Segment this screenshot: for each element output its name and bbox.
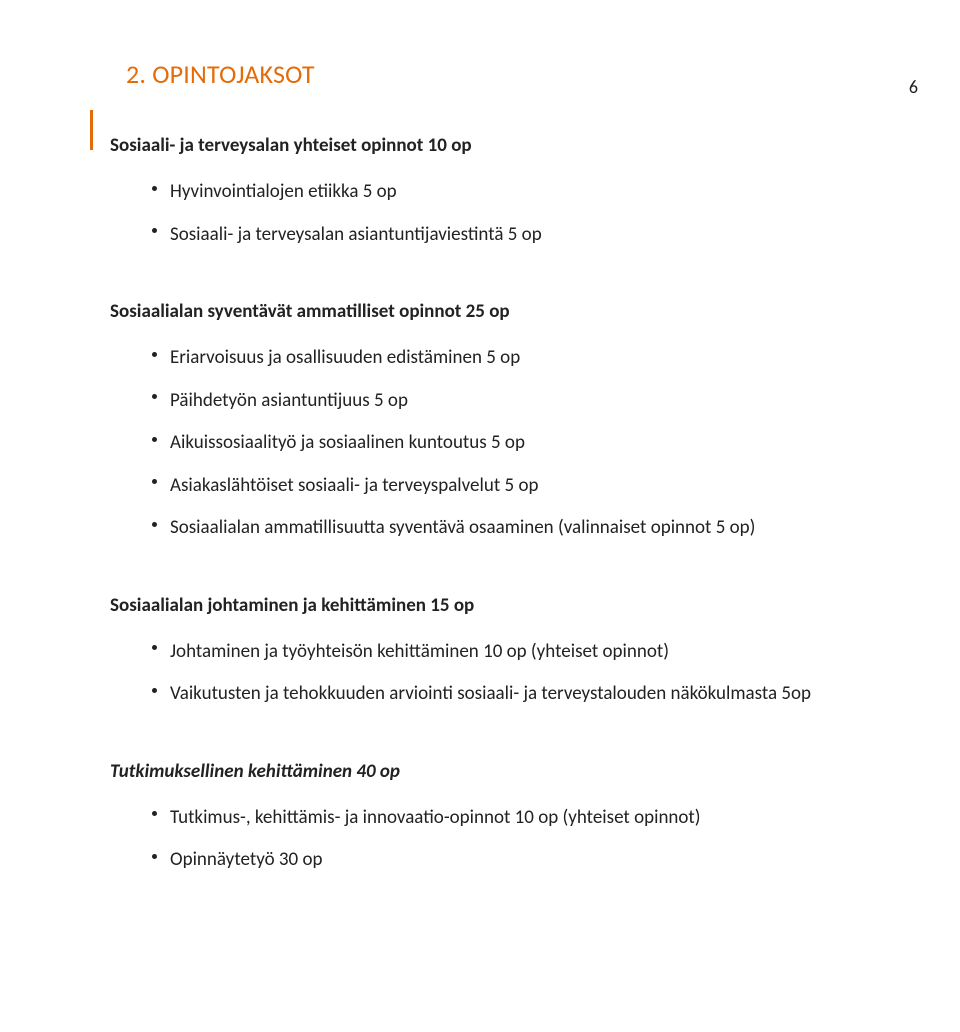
list-item: Päihdetyön asiantuntijuus 5 op [152,380,860,423]
heading-accent-bar [90,110,93,150]
section-title: Sosiaalialan syventävät ammatilliset opi… [110,300,860,323]
page-number: 6 [909,76,918,98]
page: 6 2. OPINTOJAKSOT Sosiaali- ja terveysal… [0,58,960,1032]
list-item: Aikuissosiaalityö ja sosiaalinen kuntout… [152,422,860,465]
list-item: Vaikutusten ja tehokkuuden arviointi sos… [152,673,860,716]
section-list: Hyvinvointialojen etiikka 5 opSosiaali- … [110,171,860,256]
section: Sosiaalialan syventävät ammatilliset opi… [110,300,860,550]
list-item: Sosiaalialan ammatillisuutta syventävä o… [152,507,860,550]
list-item: Tutkimus-, kehittämis- ja innovaatio-opi… [152,797,860,840]
section-title: Sosiaalialan johtaminen ja kehittäminen … [110,594,860,617]
page-heading: 2. OPINTOJAKSOT [126,58,860,90]
section: Sosiaalialan johtaminen ja kehittäminen … [110,594,860,716]
list-item: Opinnäytetyö 30 op [152,839,860,882]
list-item: Sosiaali- ja terveysalan asiantuntijavie… [152,214,860,257]
list-item: Asiakaslähtöiset sosiaali- ja terveyspal… [152,465,860,508]
sections-container: Sosiaali- ja terveysalan yhteiset opinno… [110,134,860,882]
list-item: Eriarvoisuus ja osallisuuden edistäminen… [152,337,860,380]
section-list: Eriarvoisuus ja osallisuuden edistäminen… [110,337,860,550]
section-title: Tutkimuksellinen kehittäminen 40 op [110,760,860,783]
list-item: Hyvinvointialojen etiikka 5 op [152,171,860,214]
section: Sosiaali- ja terveysalan yhteiset opinno… [110,134,860,256]
section-list: Johtaminen ja työyhteisön kehittäminen 1… [110,631,860,716]
list-item: Johtaminen ja työyhteisön kehittäminen 1… [152,631,860,674]
section-title: Sosiaali- ja terveysalan yhteiset opinno… [110,134,860,157]
section-list: Tutkimus-, kehittämis- ja innovaatio-opi… [110,797,860,882]
section: Tutkimuksellinen kehittäminen 40 op Tutki… [110,760,860,882]
